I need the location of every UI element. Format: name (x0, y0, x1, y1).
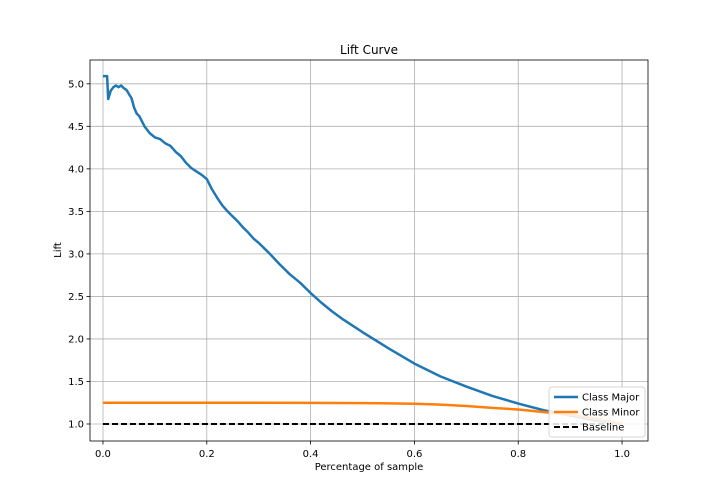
legend: Class Major Class Minor Baseline (548, 386, 646, 438)
x-tick-label: 0.6 (406, 449, 422, 460)
y-tick-label: 2.5 (68, 292, 84, 303)
legend-label-class-major: Class Major (582, 393, 640, 404)
y-tick-label: 1.5 (68, 377, 84, 388)
y-tick-label: 2.0 (68, 334, 84, 345)
legend-box (548, 386, 646, 438)
y-tick-label: 1.0 (68, 419, 84, 430)
grid-lines (90, 60, 648, 441)
y-axis-title: Lift (53, 242, 64, 258)
y-tick-label: 4.5 (68, 122, 84, 133)
chart-title: Lift Curve (340, 43, 398, 57)
axis-ticks: 0.0 0.2 0.4 0.6 0.8 1.0 1.0 1.5 2.0 2.5 3.0 3.5 4.0 4… (68, 79, 630, 460)
x-axis-title: Percentage of sample (315, 462, 424, 473)
x-tick-label: 1.0 (614, 449, 630, 460)
legend-label-class-minor: Class Minor (582, 408, 640, 419)
x-tick-label: 0.0 (95, 449, 111, 460)
x-tick-label: 0.4 (303, 449, 319, 460)
y-tick-label: 5.0 (68, 79, 84, 90)
legend-label-baseline: Baseline (582, 423, 624, 434)
y-tick-label: 3.0 (68, 249, 84, 260)
x-tick-label: 0.8 (510, 449, 526, 460)
x-tick-label: 0.2 (199, 449, 215, 460)
plot-frame (89, 59, 649, 442)
series-line-class-major (102, 74, 623, 426)
y-tick-label: 4.0 (68, 164, 84, 175)
y-tick-label: 3.5 (68, 207, 84, 218)
